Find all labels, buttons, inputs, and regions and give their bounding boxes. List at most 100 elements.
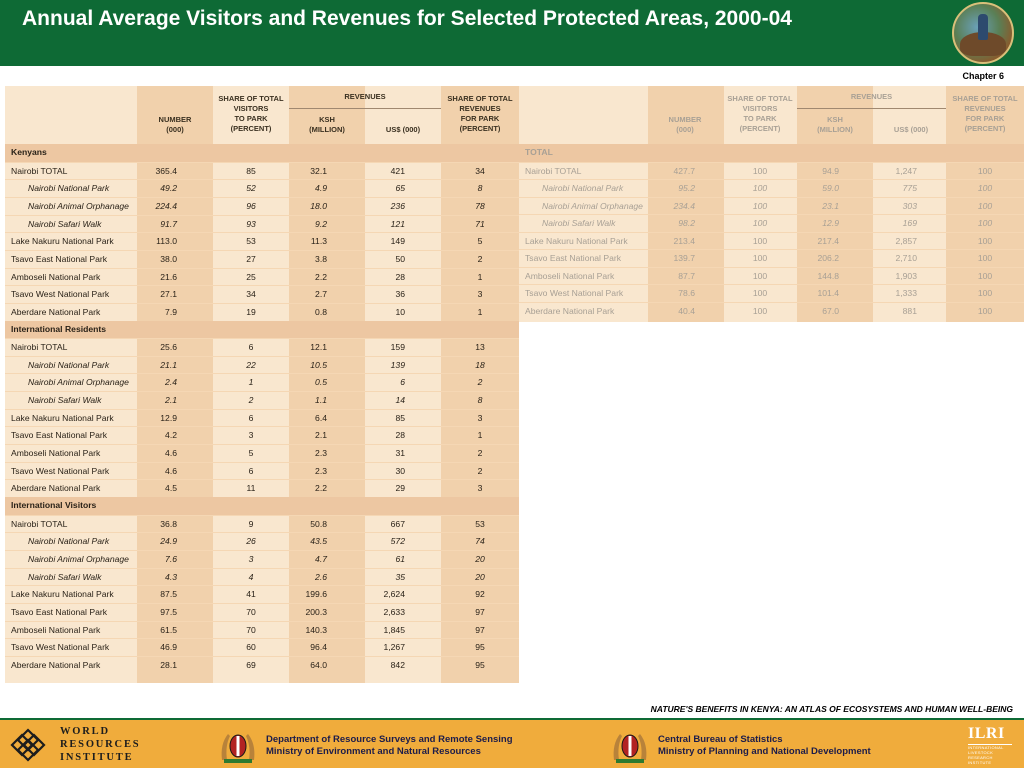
row-label: Nairobi Safari Walk xyxy=(28,218,102,229)
kenya-coat-of-arms-icon xyxy=(613,734,647,763)
column-header-line: TO PARK xyxy=(743,114,777,123)
table-cell: 100 xyxy=(752,305,768,316)
column-header-line: SHARE OF TOTAL xyxy=(218,94,284,103)
table-cell: 2.3 xyxy=(315,448,327,459)
table-row: Nairobi Safari Walk 4.3 4 2.6 35 20 xyxy=(5,567,519,586)
table-row: Nairobi Safari Walk 98.2 100 12.9 169 100 xyxy=(519,214,1024,232)
table-cell: 2 xyxy=(477,465,483,476)
table-cell: 5 xyxy=(248,448,254,459)
table-row: Aberdare National Park 40.4 100 67.0 881 100 xyxy=(519,301,1024,320)
row-label: Tsavo East National Park xyxy=(11,430,108,441)
table-cell: 0.8 xyxy=(315,306,327,317)
table-cell: 1 xyxy=(477,271,483,282)
table-cell: 14 xyxy=(395,395,405,406)
table-cell: 199.6 xyxy=(305,589,327,600)
table-cell: 667 xyxy=(390,518,405,529)
table-cell: 64.0 xyxy=(310,659,327,670)
table-cell: 10.5 xyxy=(310,359,327,370)
section-row: International Residents xyxy=(5,320,519,339)
column-header-ksh: KSH (MILLION) xyxy=(797,115,873,135)
table-cell: 87.5 xyxy=(160,589,177,600)
table-cell: 52 xyxy=(246,183,256,194)
table-cell: 0.5 xyxy=(315,377,327,388)
wri-logo-icon xyxy=(10,728,46,762)
row-label: Nairobi Safari Walk xyxy=(28,571,102,582)
column-header-line: KSH xyxy=(827,115,843,124)
table-cell: 30 xyxy=(395,465,405,476)
table-cell: 10 xyxy=(395,306,405,317)
table-row: Aberdare National Park 7.9 19 0.8 10 1 xyxy=(5,302,519,321)
column-band xyxy=(797,86,873,322)
table-cell: 100 xyxy=(752,270,768,281)
row-label: Nairobi TOTAL xyxy=(11,342,68,353)
table-row: Nairobi Animal Orphanage 234.4 100 23.1 303 1… xyxy=(519,196,1024,215)
column-header-line: (MILLION) xyxy=(817,125,853,134)
table-cell: 121 xyxy=(390,218,405,229)
table-row: Nairobi Animal Orphanage 224.4 96 18.0 236 78 xyxy=(5,196,519,215)
table-cell: 5 xyxy=(477,236,483,247)
section-row: International Visitors xyxy=(5,497,519,515)
row-label: Aberdare National Park xyxy=(11,659,101,670)
column-header-line: VISITORS xyxy=(742,104,778,113)
table-cell: 9.2 xyxy=(315,218,327,229)
table-row: Tsavo West National Park 78.6 100 101.4 1,33… xyxy=(519,284,1024,302)
table-cell: 1,333 xyxy=(895,288,917,299)
table-cell: 36.8 xyxy=(160,518,177,529)
table-cell: 100 xyxy=(977,165,993,176)
table-cell: 7.6 xyxy=(165,553,177,564)
table-row: Lake Nakuru National Park 113.0 53 11.3 149 5 xyxy=(5,232,519,250)
table-cell: 100 xyxy=(752,218,768,229)
column-header-line: US$ (000) xyxy=(385,125,421,134)
table-cell: 70 xyxy=(246,624,256,635)
table-cell: 6 xyxy=(400,377,405,388)
table-cell: 169 xyxy=(902,218,917,229)
table-cell: 2 xyxy=(248,395,254,406)
table-cell: 41 xyxy=(246,589,256,600)
table-cell: 12.9 xyxy=(160,412,177,423)
column-header-share-visitors: SHARE OF TOTAL VISITORS TO PARK (PERCENT) xyxy=(213,94,289,134)
table-row: Tsavo West National Park 4.6 6 2.3 30 2 xyxy=(5,461,519,480)
table-row: Nairobi Animal Orphanage 7.6 3 4.7 61 20 xyxy=(5,549,519,568)
table-cell: 6 xyxy=(248,342,254,353)
table-row: Nairobi Animal Orphanage 2.4 1 0.5 6 2 xyxy=(5,373,519,391)
table-cell: 100 xyxy=(977,200,993,211)
table-row: Nairobi National Park 49.2 52 4.9 65 8 xyxy=(5,179,519,197)
column-header-line: SHARE OF TOTAL xyxy=(447,94,513,103)
table-cell: 421 xyxy=(390,165,405,176)
table-cell: 113.0 xyxy=(156,236,177,247)
table-cell: 50 xyxy=(395,253,405,264)
column-header-share-revenues: SHARE OF TOTAL REVENUES FOR PARK (PERCENT) xyxy=(441,94,519,134)
table-cell: 85 xyxy=(246,165,256,176)
table-cell: 98.2 xyxy=(678,218,695,229)
table-row: Amboseli National Park 87.7 100 144.8 1,903 1… xyxy=(519,266,1024,285)
table-cell: 9 xyxy=(248,518,254,529)
table-cell: 46.9 xyxy=(160,642,177,653)
table-cell: 97 xyxy=(475,624,485,635)
table-row: Lake Nakuru National Park 87.5 41 199.6 2,62… xyxy=(5,585,519,603)
table-cell: 3 xyxy=(248,553,254,564)
table-row: Nairobi TOTAL 365.4 85 32.1 421 34 xyxy=(5,161,519,180)
table-row: Amboseli National Park 61.5 70 140.3 1,845 97 xyxy=(5,620,519,639)
table-cell: 36 xyxy=(395,289,405,300)
dept1-line-1: Department of Resource Surveys and Remot… xyxy=(266,734,513,745)
table-cell: 2.3 xyxy=(315,465,327,476)
row-label: Tsavo East National Park xyxy=(11,606,108,617)
column-header-usd: US$ (000) xyxy=(365,125,441,135)
column-header-share-visitors: SHARE OF TOTAL VISITORS TO PARK (PERCENT) xyxy=(722,94,798,134)
row-label: Tsavo East National Park xyxy=(11,253,108,264)
table-cell: 43.5 xyxy=(310,536,327,547)
row-label: Amboseli National Park xyxy=(525,270,615,281)
row-label: Nairobi TOTAL xyxy=(525,165,582,176)
table-row: Aberdare National Park 28.1 69 64.0 842 95 xyxy=(5,655,519,674)
table-cell: 95 xyxy=(475,642,485,653)
column-header-ksh: KSH (MILLION) xyxy=(289,115,365,135)
row-label: Nairobi National Park xyxy=(28,359,110,370)
table-cell: 100 xyxy=(752,253,768,264)
table-cell: 97.5 xyxy=(160,606,177,617)
ilri-rule xyxy=(968,744,1012,745)
column-header-line: NUMBER xyxy=(668,115,702,124)
table-cell: 100 xyxy=(752,183,768,194)
table-cell: 100 xyxy=(752,200,768,211)
row-label: Nairobi TOTAL xyxy=(11,518,68,529)
